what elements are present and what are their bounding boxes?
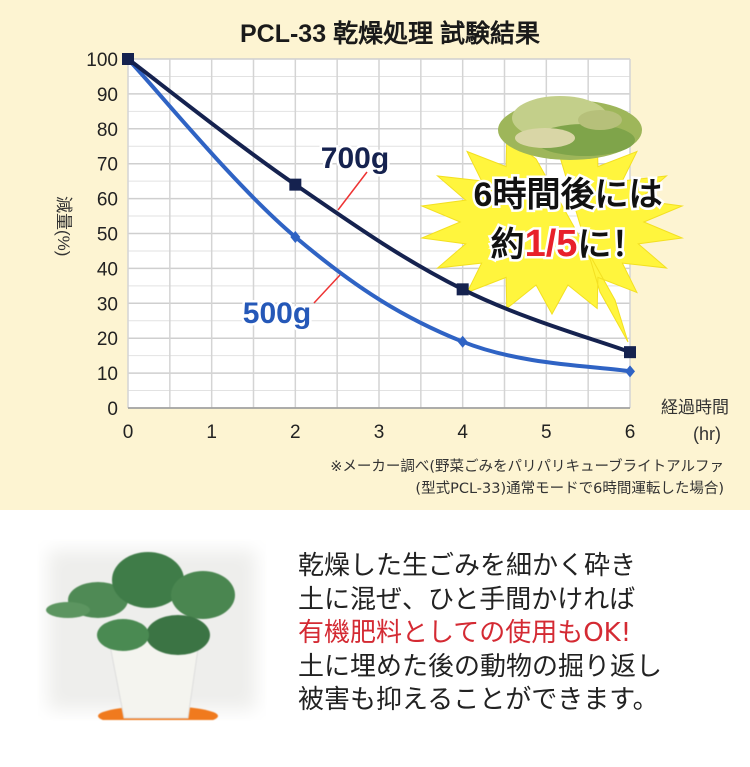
callout-suffix: に！: [577, 226, 645, 264]
footnote-line-2: (型式PCL-33)通常モードで6時間運転した場合): [415, 481, 724, 497]
series-label-500g: 500g: [243, 297, 311, 330]
data-point-500g: [457, 335, 468, 348]
x-tick-label: 2: [290, 422, 301, 443]
y-tick-label: 90: [97, 85, 118, 106]
y-tick-label: 60: [97, 190, 118, 211]
data-point-700g: [624, 346, 636, 359]
callout-line-1: 6時間後には: [474, 176, 663, 214]
line-chart: PCL-33 乾燥処理 試験結果 0102030405060708090100 …: [54, 19, 729, 444]
x-tick-label: 1: [206, 422, 217, 443]
y-tick-labels: 0 10 20 30 40 50 60 70 80 90 100: [86, 50, 118, 420]
x-tick-label: 3: [374, 422, 385, 443]
leader-line-500g: [313, 274, 341, 304]
x-tick-label: 5: [541, 422, 552, 443]
series-line-500g: [126, 57, 631, 374]
x-tick-labels: 0 1 2 3 4 5 6: [123, 422, 636, 443]
y-tick-label: 40: [97, 259, 118, 280]
chart-panel: PCL-33 乾燥処理 試験結果 0 10 20 30 40 50 60 70 80 90 100 …: [0, 0, 750, 510]
series-group: [122, 53, 636, 378]
data-point-700g: [122, 53, 134, 65]
dried-vegetable-pile-image: [498, 96, 642, 160]
copy-line-3-highlight: 有機肥料としての使用もOK!: [298, 618, 632, 648]
y-tick-label: 70: [97, 155, 118, 176]
x-tick-label: 6: [625, 422, 636, 443]
copy-line-5: 被害も抑えることができます。: [298, 685, 659, 715]
leader-line-700g: [337, 171, 368, 211]
y-tick-label: 30: [97, 294, 118, 315]
y-tick-label: 10: [97, 364, 118, 385]
data-point-700g: [289, 178, 302, 191]
series-label-700g: 700g: [321, 142, 389, 175]
potted-plant-image: [38, 540, 266, 726]
series-line-700g: [126, 57, 631, 355]
copy-line-1: 乾燥した生ごみを細かく砕き: [298, 551, 637, 581]
y-tick-label: 100: [86, 50, 118, 71]
x-axis-label: 経過時間: [661, 398, 729, 417]
data-point-700g: [456, 283, 469, 296]
y-tick-label: 0: [107, 399, 118, 420]
y-tick-label: 50: [97, 225, 118, 246]
y-tick-label: 80: [97, 120, 118, 141]
footnote-line-1: ※メーカー調べ(野菜ごみをパリパリキューブライトアルファ: [330, 459, 724, 475]
callout-prefix: 約: [491, 226, 525, 264]
usage-description: 乾燥した生ごみを細かく砕き 土に混ぜ、ひと手間かければ 有機肥料としての使用もO…: [298, 550, 662, 718]
callout-line-2: 約1/5に！: [491, 223, 646, 265]
y-axis-label: 減量(%): [54, 196, 73, 256]
callout-burst: 6時間後には 約1/5に！: [419, 96, 685, 343]
copy-line-2: 土に混ぜ、ひと手間かければ: [298, 584, 636, 615]
chart-title: PCL-33 乾燥処理 試験結果: [240, 19, 540, 48]
y-tick-label: 20: [97, 329, 118, 350]
x-tick-label: 0: [123, 422, 134, 443]
data-point-500g: [625, 365, 635, 378]
x-tick-label: 4: [457, 422, 468, 443]
copy-line-4: 土に埋めた後の動物の掘り返し: [298, 651, 663, 682]
x-axis-unit: (hr): [693, 424, 721, 444]
callout-highlight: 1/5: [525, 223, 578, 265]
data-point-500g: [290, 230, 301, 243]
